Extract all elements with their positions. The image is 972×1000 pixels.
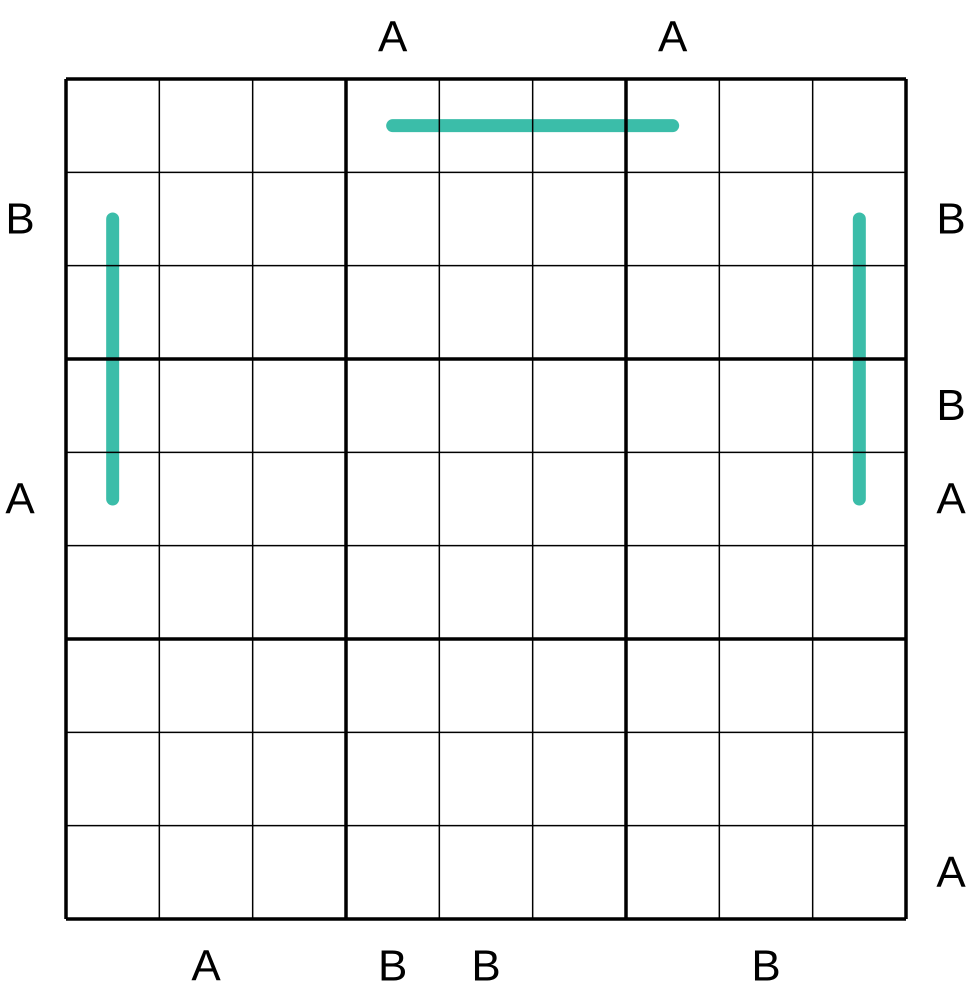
cell-r1c8[interactable] (719, 79, 813, 173)
cell-r1c1[interactable] (66, 79, 160, 173)
cell-r8c2[interactable] (159, 732, 253, 826)
cell-r6c7[interactable] (626, 545, 720, 639)
cell-r4c8[interactable] (719, 359, 813, 453)
cell-r8c6[interactable] (532, 732, 626, 826)
clue-top-4: A (378, 13, 408, 62)
clue-right-2: B (936, 195, 965, 244)
cell-r9c7[interactable] (626, 825, 720, 919)
cell-r7c2[interactable] (159, 639, 253, 733)
cell-r9c4[interactable] (346, 825, 440, 919)
cell-r3c3[interactable] (252, 265, 346, 359)
cell-r6c5[interactable] (439, 545, 533, 639)
cell-r5c4[interactable] (346, 452, 440, 546)
cell-r7c5[interactable] (439, 639, 533, 733)
clue-right-4: B (936, 381, 965, 430)
cell-r7c7[interactable] (626, 639, 720, 733)
cell-r8c1[interactable] (66, 732, 160, 826)
cell-r5c5[interactable] (439, 452, 533, 546)
cell-r2c4[interactable] (346, 172, 440, 266)
cell-r7c4[interactable] (346, 639, 440, 733)
clue-bottom-2: A (191, 942, 221, 991)
cell-r9c1[interactable] (66, 825, 160, 919)
clue-bottom-5: B (471, 942, 500, 991)
cell-r9c5[interactable] (439, 825, 533, 919)
cell-r2c2[interactable] (159, 172, 253, 266)
clue-left-2: B (5, 195, 34, 244)
cell-r6c9[interactable] (812, 545, 906, 639)
cell-r5c6[interactable] (532, 452, 626, 546)
cell-r4c5[interactable] (439, 359, 533, 453)
cell-r3c6[interactable] (532, 265, 626, 359)
clue-bottom-8: B (751, 942, 780, 991)
cell-r4c7[interactable] (626, 359, 720, 453)
cell-r4c6[interactable] (532, 359, 626, 453)
cell-r6c6[interactable] (532, 545, 626, 639)
cell-r3c4[interactable] (346, 265, 440, 359)
cell-r3c2[interactable] (159, 265, 253, 359)
cell-r2c5[interactable] (439, 172, 533, 266)
cell-r4c3[interactable] (252, 359, 346, 453)
clue-right-5: A (936, 475, 966, 524)
cell-r8c7[interactable] (626, 732, 720, 826)
cell-r9c3[interactable] (252, 825, 346, 919)
cell-r2c7[interactable] (626, 172, 720, 266)
cell-r9c9[interactable] (812, 825, 906, 919)
cell-r6c4[interactable] (346, 545, 440, 639)
cell-r5c8[interactable] (719, 452, 813, 546)
cell-r8c3[interactable] (252, 732, 346, 826)
cell-r9c8[interactable] (719, 825, 813, 919)
cell-r7c8[interactable] (719, 639, 813, 733)
cell-r9c6[interactable] (532, 825, 626, 919)
cell-r2c6[interactable] (532, 172, 626, 266)
clue-top-7: A (658, 13, 688, 62)
clue-bottom-4: B (378, 942, 407, 991)
cell-r6c2[interactable] (159, 545, 253, 639)
cell-r9c2[interactable] (159, 825, 253, 919)
cell-r3c7[interactable] (626, 265, 720, 359)
cell-r8c5[interactable] (439, 732, 533, 826)
cell-r5c3[interactable] (252, 452, 346, 546)
cell-r7c9[interactable] (812, 639, 906, 733)
cell-r1c2[interactable] (159, 79, 253, 173)
cell-r2c8[interactable] (719, 172, 813, 266)
cell-r5c7[interactable] (626, 452, 720, 546)
cell-r1c3[interactable] (252, 79, 346, 173)
cell-r3c8[interactable] (719, 265, 813, 359)
cell-r1c9[interactable] (812, 79, 906, 173)
clue-right-9: A (936, 848, 966, 897)
cell-r7c1[interactable] (66, 639, 160, 733)
cell-r6c1[interactable] (66, 545, 160, 639)
cell-r8c4[interactable] (346, 732, 440, 826)
clue-left-5: A (5, 475, 35, 524)
cell-r7c6[interactable] (532, 639, 626, 733)
cell-r2c3[interactable] (252, 172, 346, 266)
cell-r8c8[interactable] (719, 732, 813, 826)
cell-r7c3[interactable] (252, 639, 346, 733)
cell-r4c2[interactable] (159, 359, 253, 453)
cell-r6c8[interactable] (719, 545, 813, 639)
cell-r3c5[interactable] (439, 265, 533, 359)
cell-r4c4[interactable] (346, 359, 440, 453)
cell-r6c3[interactable] (252, 545, 346, 639)
cell-r8c9[interactable] (812, 732, 906, 826)
cell-r5c2[interactable] (159, 452, 253, 546)
